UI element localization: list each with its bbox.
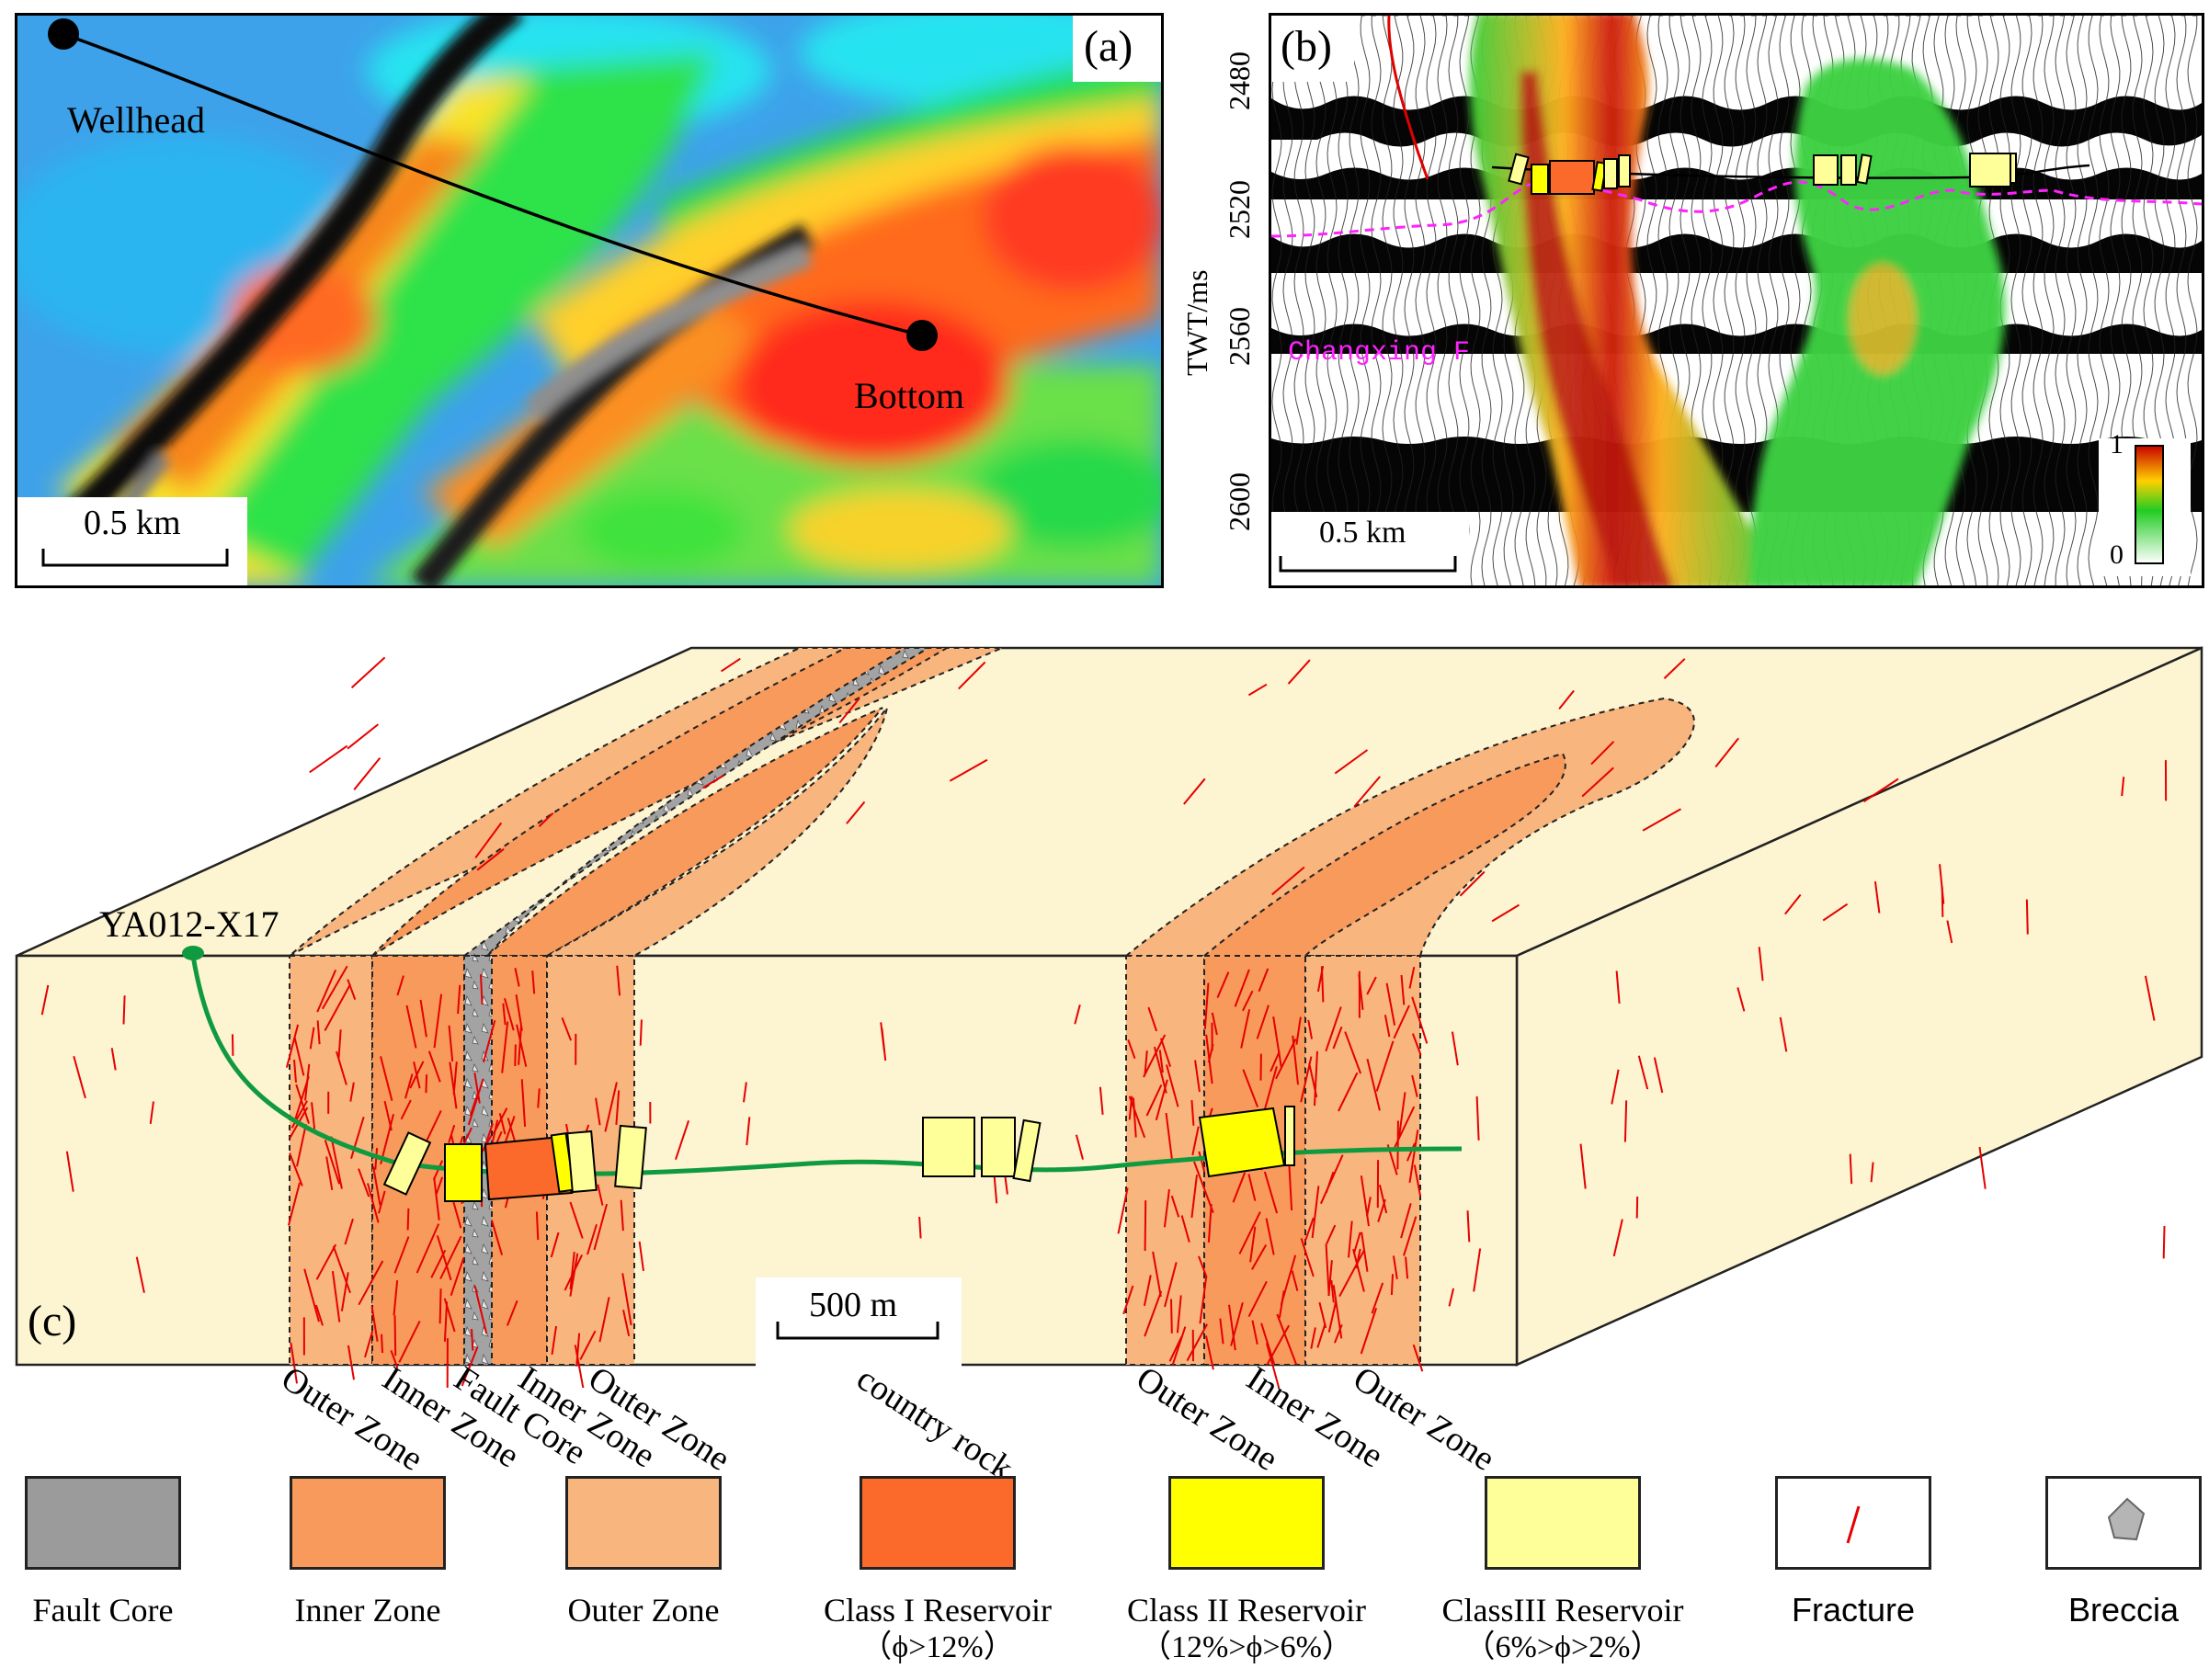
bottom-label: Bottom xyxy=(854,375,965,416)
tick-2520: 2520 xyxy=(1223,180,1256,239)
tick-2560: 2560 xyxy=(1223,307,1256,366)
legend-swatch-fault-core xyxy=(25,1476,181,1570)
legend-label-outer-zone: Outer Zone xyxy=(567,1592,720,1629)
breccia-icon xyxy=(2107,1497,2146,1541)
tick-2600: 2600 xyxy=(1223,472,1256,531)
legend-swatch-class-iii xyxy=(1485,1476,1641,1570)
panel-a-coherence-map: (a) Wellhead Bottom 0.5 km xyxy=(15,13,1164,588)
panel-letter-a: (a) xyxy=(1084,22,1133,71)
twt-axis-label: TWT/ms xyxy=(1180,269,1213,376)
legend-label-inner-zone: Inner Zone xyxy=(294,1592,441,1629)
changxing-horizon xyxy=(1271,179,2202,238)
tick-2480: 2480 xyxy=(1223,51,1256,110)
legend-sub-class-ii: （12%>ϕ>6%） xyxy=(1140,1630,1353,1664)
legend-label-class-i: Class I Reservoir xyxy=(824,1592,1052,1629)
well-name-label: YA012-X17 xyxy=(99,903,279,945)
legend-swatch-inner-zone xyxy=(290,1476,446,1570)
wellhead-c xyxy=(182,946,204,960)
legend-inner-zone: Inner Zone xyxy=(257,1476,478,1678)
legend-swatch-class-ii xyxy=(1168,1476,1325,1570)
legend-class-i: Class I Reservoir （ϕ>12%） xyxy=(800,1476,1076,1678)
wellhead-marker xyxy=(48,18,79,50)
scale-label-a: 0.5 km xyxy=(84,504,181,542)
scale-bar xyxy=(41,549,229,567)
legend-fault-core: Fault Core xyxy=(0,1476,213,1678)
legend-outer-zone: Outer Zone xyxy=(533,1476,754,1678)
colorbar-min-label: 0 xyxy=(2110,539,2124,570)
legend-swatch-fracture xyxy=(1775,1476,1931,1570)
fracture-icon xyxy=(1846,1505,1861,1544)
legend-breccia: Breccia xyxy=(2013,1476,2209,1678)
legend-sub-class-i: （ϕ>12%） xyxy=(860,1630,1015,1664)
colorbar-max-label: 1 xyxy=(2110,429,2124,460)
legend-label-breccia: Breccia xyxy=(2067,1591,2180,1629)
panel-letter-b: (b) xyxy=(1281,22,1332,71)
legend-sub-class-iii: （6%>ϕ>2%） xyxy=(1463,1630,1662,1664)
scale-label-c: 500 m xyxy=(809,1286,898,1324)
bottom-marker xyxy=(906,320,938,351)
wellhead-label: Wellhead xyxy=(67,99,206,141)
legend-swatch-outer-zone xyxy=(565,1476,722,1570)
horizon-label: Changxing F xyxy=(1288,337,1471,369)
legend-swatch-class-i xyxy=(860,1476,1016,1570)
legend-label-fault-core: Fault Core xyxy=(32,1592,174,1629)
colorbar xyxy=(2135,445,2164,564)
well-trajectory-line xyxy=(63,32,923,337)
attribute-map xyxy=(17,16,1161,585)
legend-class-ii: Class II Reservoir （12%>ϕ>6%） xyxy=(1090,1476,1403,1678)
seismic-section xyxy=(1271,16,2202,585)
legend-label-fracture: Fracture xyxy=(1791,1591,1916,1629)
well-trajectory-c xyxy=(190,955,1463,1176)
twt-axis: TWT/ms 2480 2520 2560 2600 xyxy=(1177,13,1269,588)
scale-label-b: 0.5 km xyxy=(1319,516,1406,550)
panel-c-block-diagram xyxy=(15,646,2203,1388)
legend-swatch-breccia xyxy=(2045,1476,2202,1570)
legend-label-class-ii: Class II Reservoir xyxy=(1127,1592,1366,1629)
legend-class-iii: ClassIII Reservoir （6%>ϕ>2%） xyxy=(1406,1476,1719,1678)
scale-bar-b xyxy=(1279,556,1457,573)
legend-fracture: Fracture xyxy=(1743,1476,1964,1678)
scale-bar-c xyxy=(776,1322,939,1340)
panel-letter-c: (c) xyxy=(28,1297,77,1345)
panel-b-seismic-section: (b) Changxing F 0.5 km 1 0 xyxy=(1269,13,2204,588)
legend-label-class-iii: ClassIII Reservoir xyxy=(1441,1592,1684,1629)
